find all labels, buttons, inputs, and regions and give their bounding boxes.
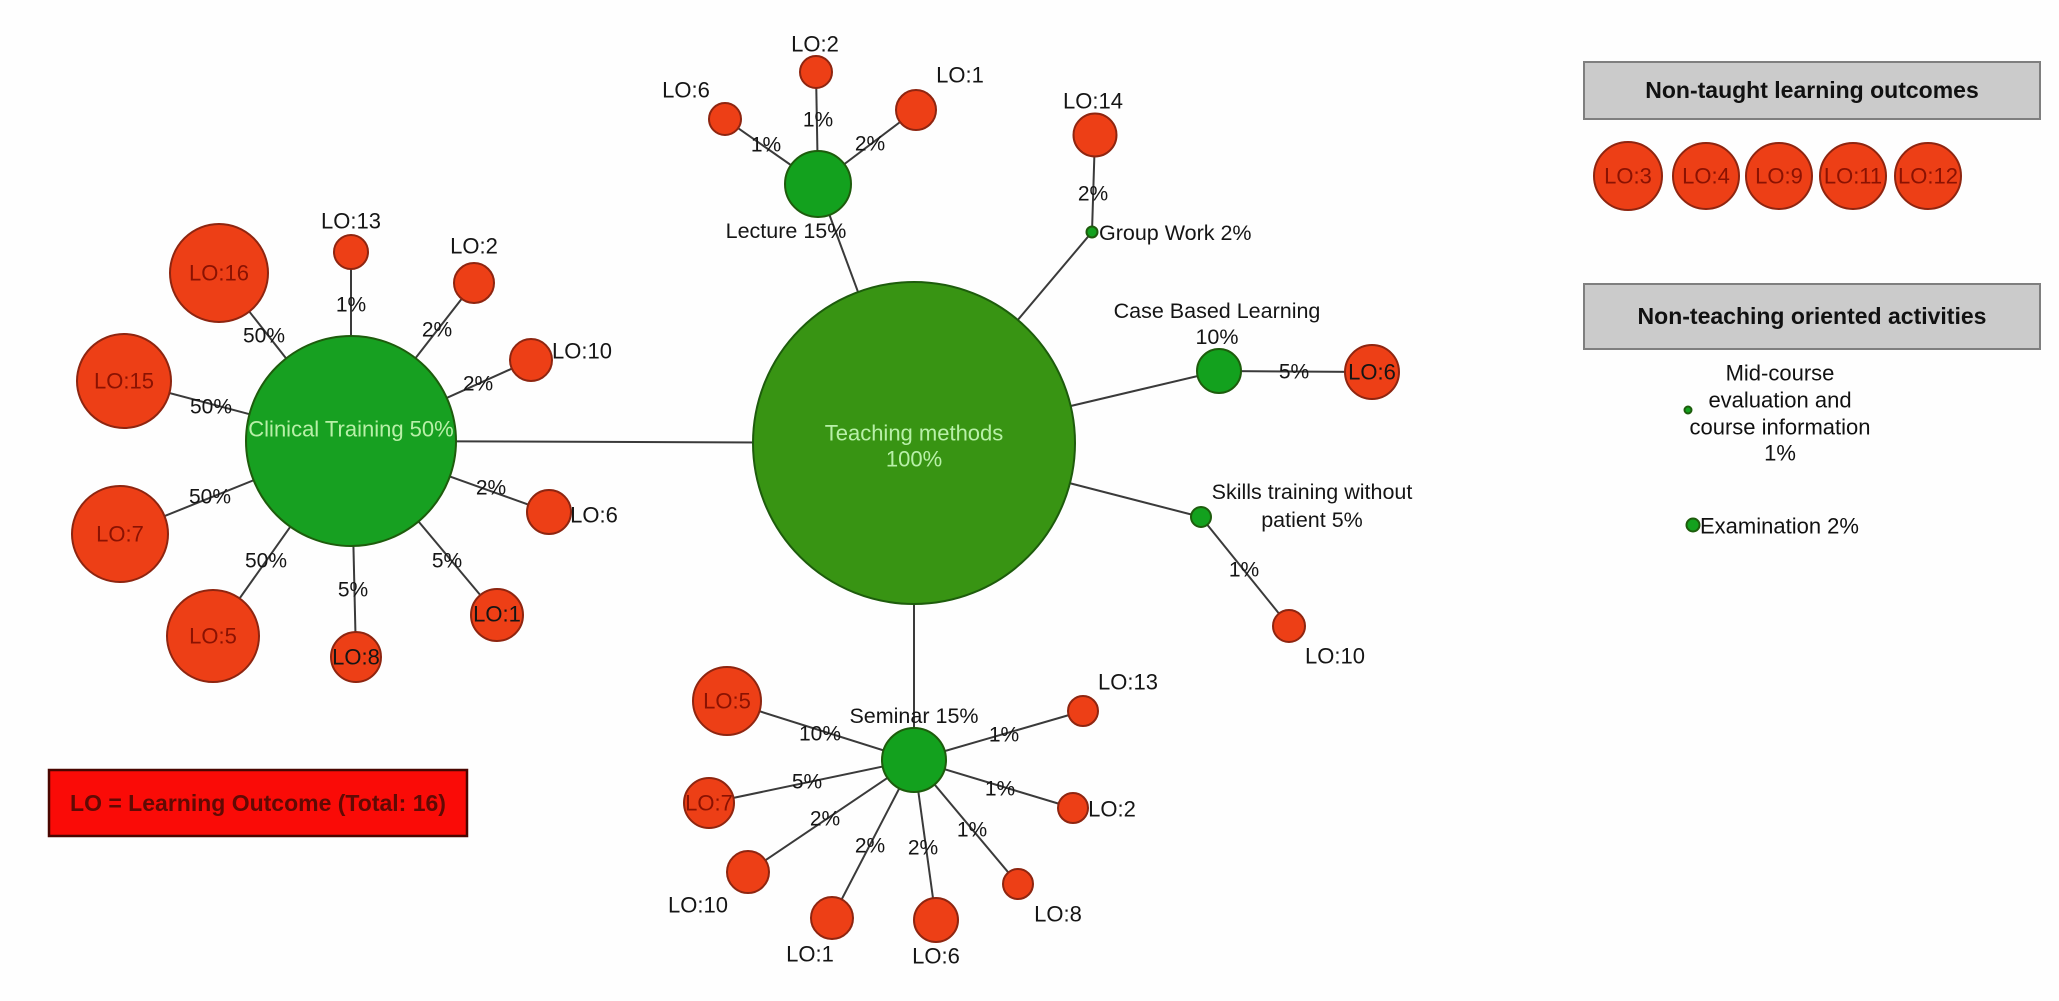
svg-text:1%: 1%	[985, 778, 1015, 801]
svg-text:Lecture 15%: Lecture 15%	[726, 219, 847, 243]
svg-text:10%: 10%	[1195, 325, 1238, 349]
svg-text:LO = Learning Outcome (Total:: LO = Learning Outcome (Total: 16)	[70, 790, 446, 816]
svg-text:LO:1: LO:1	[936, 63, 984, 88]
svg-text:1%: 1%	[336, 294, 366, 317]
svg-text:LO:1: LO:1	[473, 602, 521, 627]
svg-text:Seminar 15%: Seminar 15%	[849, 704, 978, 728]
svg-text:LO:7: LO:7	[685, 791, 733, 816]
svg-text:LO:1: LO:1	[786, 942, 834, 967]
svg-text:LO:10: LO:10	[552, 339, 612, 364]
svg-text:50%: 50%	[245, 550, 287, 573]
svg-text:LO:5: LO:5	[703, 689, 751, 714]
svg-text:Clinical Training 50%: Clinical Training 50%	[248, 417, 453, 442]
svg-text:LO:16: LO:16	[189, 261, 249, 286]
svg-text:LO:4: LO:4	[1682, 164, 1730, 189]
svg-text:LO:6: LO:6	[662, 78, 710, 103]
svg-text:5%: 5%	[792, 771, 822, 794]
svg-text:LO:2: LO:2	[1088, 797, 1136, 822]
svg-text:LO:13: LO:13	[1098, 670, 1158, 695]
svg-text:5%: 5%	[1279, 361, 1309, 384]
svg-text:50%: 50%	[243, 325, 285, 348]
svg-text:LO:6: LO:6	[1348, 360, 1396, 385]
svg-text:LO:14: LO:14	[1063, 89, 1123, 114]
svg-text:LO:8: LO:8	[332, 645, 380, 670]
svg-text:LO:12: LO:12	[1898, 164, 1958, 189]
svg-text:2%: 2%	[855, 133, 885, 156]
svg-text:LO:10: LO:10	[1305, 644, 1365, 669]
svg-text:5%: 5%	[338, 579, 368, 602]
svg-text:1%: 1%	[1764, 441, 1796, 466]
svg-text:2%: 2%	[810, 808, 840, 831]
svg-text:2%: 2%	[476, 477, 506, 500]
svg-text:2%: 2%	[463, 373, 493, 396]
svg-text:patient 5%: patient 5%	[1261, 508, 1363, 532]
svg-text:LO:6: LO:6	[912, 944, 960, 969]
svg-text:evaluation and: evaluation and	[1708, 388, 1851, 413]
svg-text:2%: 2%	[908, 837, 938, 860]
svg-text:Non-taught learning outcomes: Non-taught learning outcomes	[1645, 77, 1979, 103]
svg-text:LO:13: LO:13	[321, 209, 381, 234]
svg-text:Skills training without: Skills training without	[1212, 480, 1413, 504]
svg-text:LO:8: LO:8	[1034, 902, 1082, 927]
svg-text:LO:5: LO:5	[189, 624, 237, 649]
svg-text:1%: 1%	[989, 724, 1019, 747]
svg-text:LO:9: LO:9	[1755, 164, 1803, 189]
svg-text:Examination 2%: Examination 2%	[1700, 514, 1859, 539]
svg-text:1%: 1%	[957, 819, 987, 842]
svg-text:1%: 1%	[751, 134, 781, 157]
svg-text:Teaching methods: Teaching methods	[825, 421, 1004, 446]
svg-text:LO:10: LO:10	[668, 893, 728, 918]
svg-text:1%: 1%	[1229, 559, 1259, 582]
svg-text:LO:7: LO:7	[96, 522, 144, 547]
svg-text:2%: 2%	[422, 319, 452, 342]
svg-text:LO:2: LO:2	[450, 234, 498, 259]
svg-text:Case Based Learning: Case Based Learning	[1114, 299, 1321, 323]
svg-text:LO:11: LO:11	[1824, 164, 1882, 189]
svg-text:LO:6: LO:6	[570, 503, 618, 528]
svg-text:100%: 100%	[886, 447, 942, 472]
svg-text:50%: 50%	[189, 486, 231, 509]
svg-text:Non-teaching oriented activiti: Non-teaching oriented activities	[1638, 303, 1987, 329]
svg-text:course information: course information	[1690, 415, 1871, 440]
svg-text:5%: 5%	[432, 550, 462, 573]
svg-text:LO:2: LO:2	[791, 32, 839, 57]
svg-text:LO:3: LO:3	[1604, 164, 1652, 189]
svg-text:10%: 10%	[799, 723, 841, 746]
svg-text:50%: 50%	[190, 396, 232, 419]
svg-text:Mid-course: Mid-course	[1726, 361, 1835, 386]
svg-text:2%: 2%	[1078, 183, 1108, 206]
svg-text:1%: 1%	[803, 109, 833, 132]
svg-text:2%: 2%	[855, 835, 885, 858]
svg-text:Group Work 2%: Group Work 2%	[1099, 221, 1252, 245]
svg-text:LO:15: LO:15	[94, 369, 154, 394]
